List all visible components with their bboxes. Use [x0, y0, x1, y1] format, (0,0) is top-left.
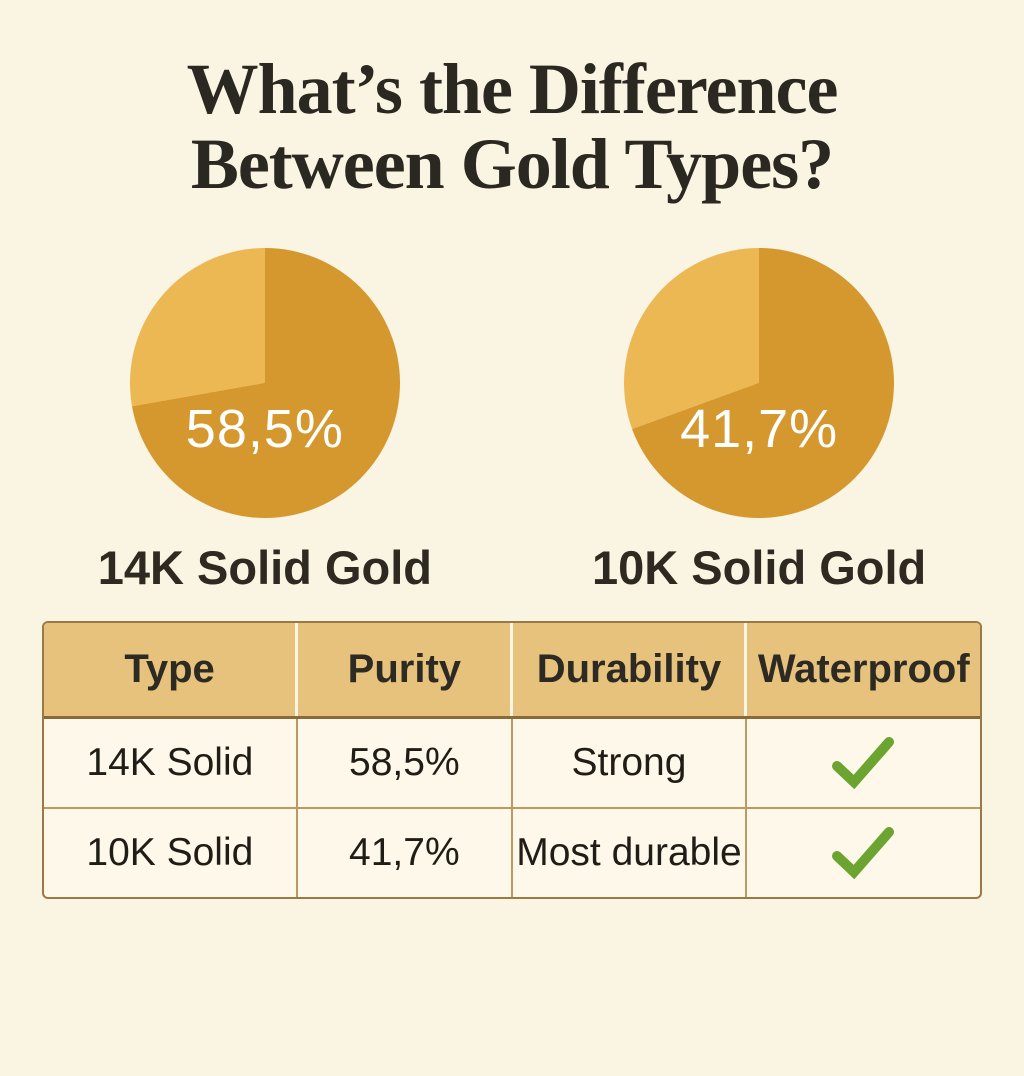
infographic-page: { "page": { "background": "#faf4e2" }, "…	[0, 52, 1024, 1076]
header-durability: Durability	[510, 622, 746, 719]
cell-purity-14k: 58,5%	[295, 716, 512, 808]
cell-purity-10k: 41,7%	[295, 806, 512, 897]
pie-chart-title-10k: 10K Solid Gold	[592, 540, 927, 594]
cell-type-10k: 10K Solid	[44, 806, 297, 897]
pie-group-10k: 41,7% 10K Solid Gold	[592, 247, 927, 595]
pie-group-14k: 58,5% 14K Solid Gold	[97, 247, 432, 595]
header-type: Type	[44, 622, 297, 719]
header-waterproof: Waterproof	[744, 622, 980, 719]
table-row: 10K Solid 41,7% Most durable	[44, 806, 980, 897]
pie-chart-14k: 58,5%	[129, 247, 400, 518]
page-title: What’s the Difference Between Gold Types…	[0, 52, 1024, 202]
cell-waterproof-10k	[744, 806, 980, 897]
page-title-line-2: Between Gold Types?	[190, 123, 834, 204]
checkmark-icon	[832, 736, 895, 789]
pie-value-label-14k: 58,5%	[185, 398, 344, 459]
page-title-line-1: What’s the Difference	[186, 49, 839, 129]
comparison-table: Type Purity Durability Waterproof 14K So…	[44, 622, 980, 897]
pie-chart-title-14k: 14K Solid Gold	[97, 540, 432, 594]
cell-type-14k: 14K Solid	[44, 716, 297, 808]
table-row: 14K Solid 58,5% Strong	[44, 716, 980, 808]
checkmark-icon	[832, 826, 895, 879]
table-header-row: Type Purity Durability Waterproof	[44, 622, 980, 719]
comparison-table-container: Type Purity Durability Waterproof 14K So…	[42, 620, 982, 899]
pie-charts-section: 58,5% 14K Solid Gold 41,7% 10K Solid Gol…	[0, 247, 1024, 595]
header-purity: Purity	[295, 622, 512, 719]
cell-durability-10k: Most durable	[510, 806, 746, 897]
pie-chart-10k: 41,7%	[624, 247, 895, 518]
cell-waterproof-14k	[744, 716, 980, 808]
pie-value-label-10k: 41,7%	[680, 398, 839, 459]
cell-durability-14k: Strong	[510, 716, 746, 808]
